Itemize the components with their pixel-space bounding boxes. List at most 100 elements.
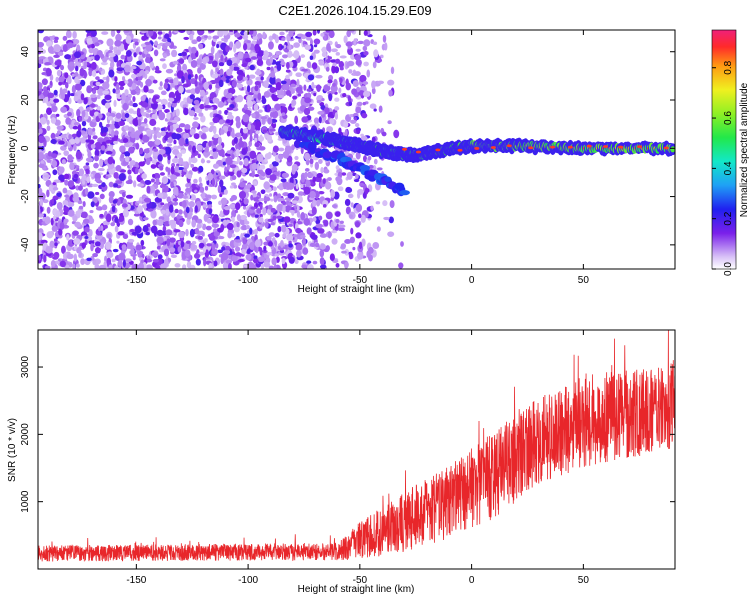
heatmap-noise-cell xyxy=(253,255,258,260)
heatmap-noise-cell xyxy=(180,240,185,248)
heatmap-noise-cell xyxy=(56,192,62,198)
heatmap-noise-cell xyxy=(304,171,308,179)
heatmap-noise-cell xyxy=(360,214,366,223)
heatmap-noise-cell xyxy=(314,161,319,171)
heatmap-noise-cell xyxy=(166,238,171,247)
heatmap-noise-cell xyxy=(250,190,257,194)
heatmap-noise-cell xyxy=(375,201,381,205)
heatmap-noise-cell xyxy=(134,41,139,46)
heatmap-noise-cell xyxy=(96,94,101,100)
heatmap-noise-cell xyxy=(190,88,197,95)
heatmap-noise-cell xyxy=(147,89,155,94)
heatmap-noise-cell xyxy=(157,192,164,199)
heatmap-noise-cell xyxy=(274,253,279,257)
heatmap-noise-cell xyxy=(38,135,45,144)
heatmap-noise-cell xyxy=(142,224,149,233)
heatmap-noise-cell xyxy=(272,186,277,192)
heatmap-noise-cell xyxy=(295,183,299,190)
heatmap-noise-cell xyxy=(304,44,312,51)
heatmap-noise-cell xyxy=(110,30,116,37)
heatmap-noise-cell xyxy=(354,71,361,77)
heatmap-noise-cell xyxy=(335,263,340,268)
heatmap-noise-cell xyxy=(39,198,44,206)
heatmap-noise-cell xyxy=(178,58,185,65)
heatmap-noise-cell xyxy=(309,242,317,247)
heatmap-noise-cell xyxy=(80,93,85,101)
heatmap-noise-cell xyxy=(196,223,202,229)
heatmap-noise-cell xyxy=(244,220,250,225)
heatmap-noise-cell xyxy=(44,95,49,104)
heatmap-noise-cell xyxy=(160,90,167,96)
heatmap-noise-cell xyxy=(231,80,237,88)
heatmap-noise-cell xyxy=(103,261,107,267)
heatmap-noise-cell xyxy=(243,198,249,205)
heatmap-noise-cell xyxy=(56,125,64,131)
heatmap-noise-cell xyxy=(372,241,380,249)
heatmap-noise-cell xyxy=(335,52,340,56)
heatmap-noise-cell xyxy=(178,219,184,228)
bottom-x-axis-label: Height of straight line (km) xyxy=(298,584,415,595)
heatmap-noise-cell xyxy=(293,50,300,59)
heatmap-noise-cell xyxy=(55,133,59,138)
bottom-y-tick-label: 3000 xyxy=(20,355,31,378)
heatmap-noise-cell xyxy=(185,228,189,237)
heatmap-noise-cell xyxy=(158,86,163,91)
heatmap-noise-cell xyxy=(45,107,53,116)
heatmap-noise-cell xyxy=(124,64,131,73)
heatmap-noise-cell xyxy=(66,253,74,260)
heatmap-noise-cell xyxy=(275,131,279,136)
heatmap-noise-cell xyxy=(111,258,116,263)
heatmap-noise-cell xyxy=(83,61,88,67)
bottom-x-tick-label: -100 xyxy=(238,575,258,586)
heatmap-noise-cell xyxy=(91,61,97,70)
heatmap-noise-cell xyxy=(269,56,274,64)
heatmap-noise-cell xyxy=(115,180,123,184)
heatmap-noise-cell xyxy=(72,215,78,222)
heatmap-noise-cell xyxy=(253,180,258,186)
heatmap-noise-cell xyxy=(54,260,60,265)
heatmap-noise-cell xyxy=(111,129,115,138)
heatmap-noise-cell xyxy=(304,97,312,104)
heatmap-noise-cell xyxy=(388,216,394,224)
heatmap-noise-cell xyxy=(55,210,61,218)
heatmap-noise-cell xyxy=(242,113,250,123)
heatmap-noise-cell xyxy=(145,264,153,269)
heatmap-noise-cell xyxy=(184,123,191,130)
heatmap-noise-cell xyxy=(162,225,167,233)
heatmap-noise-cell xyxy=(182,63,188,72)
heatmap-noise-cell xyxy=(116,93,123,100)
top-x-tick-label: -50 xyxy=(353,275,368,286)
heatmap-noise-cell xyxy=(236,170,242,178)
heatmap-noise-cell xyxy=(128,146,135,154)
heatmap-noise-cell xyxy=(194,79,198,87)
heatmap-noise-cell xyxy=(186,261,192,269)
heatmap-noise-cell xyxy=(149,143,153,148)
heatmap-noise-cell xyxy=(233,44,237,53)
heatmap-noise-cell xyxy=(135,142,140,150)
heatmap-noise-cell xyxy=(205,225,212,231)
heatmap-noise-cell xyxy=(231,216,235,223)
heatmap-noise-cell xyxy=(95,206,104,211)
heatmap-noise-cell xyxy=(217,30,224,38)
bottom-y-axis-label: SNR (10 * v/v) xyxy=(7,418,18,482)
heatmap-noise-cell xyxy=(306,260,312,264)
heatmap-noise-cell xyxy=(241,63,248,68)
heatmap-noise-cell xyxy=(43,254,47,263)
heatmap-noise-cell xyxy=(246,248,251,255)
heatmap-noise-cell xyxy=(107,116,114,121)
heatmap-noise-cell xyxy=(316,173,323,179)
heatmap-noise-cell xyxy=(155,177,160,186)
heatmap-noise-cell xyxy=(276,64,282,71)
heatmap-noise-cell xyxy=(255,130,260,135)
heatmap-noise-cell xyxy=(369,103,377,110)
heatmap-noise-cell xyxy=(296,250,302,258)
heatmap-noise-cell xyxy=(143,30,150,33)
heatmap-noise-cell xyxy=(346,171,353,180)
heatmap-noise-cell xyxy=(124,113,130,119)
heatmap-noise-cell xyxy=(62,199,69,206)
heatmap-noise-cell xyxy=(223,206,231,211)
heatmap-noise-cell xyxy=(393,129,400,139)
heatmap-noise-cell xyxy=(168,204,174,213)
heatmap-noise-cell xyxy=(111,121,115,125)
